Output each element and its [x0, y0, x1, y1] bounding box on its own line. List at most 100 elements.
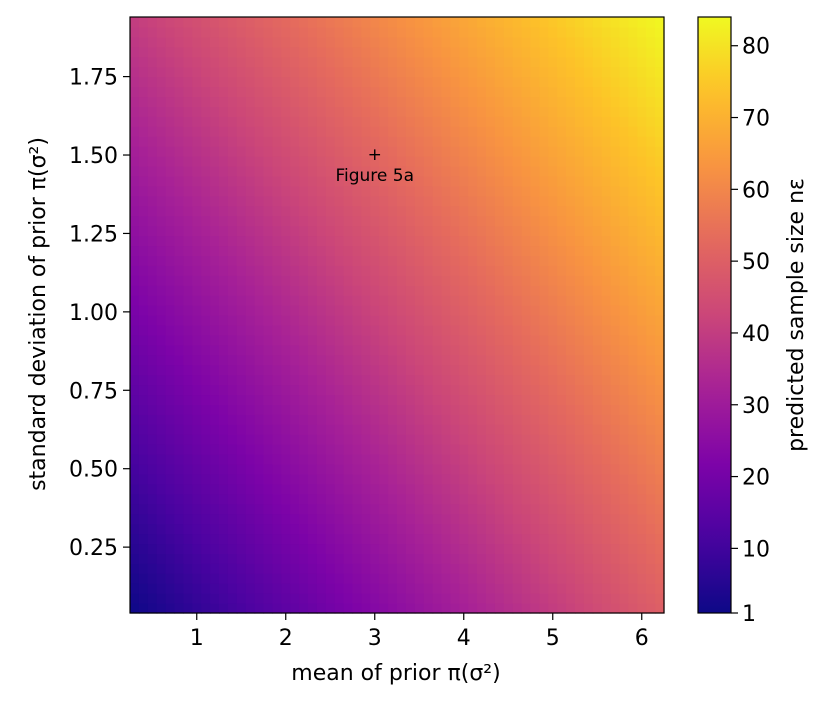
heatmap-cell — [361, 493, 371, 505]
heatmap-cell — [583, 493, 594, 505]
heatmap-cell — [334, 136, 345, 147]
heatmap-cell — [299, 364, 309, 376]
heatmap-cell — [655, 543, 665, 554]
heatmap-cell — [156, 563, 167, 574]
heatmap-cell — [557, 374, 567, 386]
heatmap-cell — [521, 17, 532, 28]
heatmap-cell — [601, 344, 612, 356]
heatmap-cell — [405, 523, 416, 535]
heatmap-cell — [512, 205, 523, 217]
heatmap-cell — [397, 126, 407, 137]
heatmap-cell — [219, 315, 229, 326]
heatmap-cell — [138, 334, 149, 346]
heatmap-cell — [512, 275, 523, 286]
heatmap-cell — [210, 563, 220, 574]
heatmap-cell — [201, 533, 211, 545]
heatmap-cell — [325, 573, 336, 584]
heatmap-cell — [468, 225, 478, 237]
heatmap-cell — [299, 464, 309, 475]
heatmap-cell — [521, 454, 532, 465]
heatmap-cell — [503, 275, 514, 286]
heatmap-cell — [530, 424, 540, 435]
heatmap-cell — [138, 503, 149, 515]
heatmap-cell — [521, 76, 532, 88]
heatmap-cell — [459, 56, 469, 68]
heatmap-cell — [486, 255, 496, 266]
heatmap-cell — [637, 255, 647, 266]
heatmap-cell — [361, 523, 371, 535]
heatmap-cell — [397, 66, 407, 78]
plot-frame — [129, 16, 665, 614]
heatmap-cell — [147, 543, 158, 554]
heatmap-cell — [548, 17, 558, 28]
heatmap-cell — [254, 76, 265, 88]
heatmap-cell — [575, 394, 585, 405]
heatmap-cell — [156, 583, 167, 594]
heatmap-cell — [361, 285, 371, 296]
heatmap-cell — [130, 205, 140, 217]
heatmap-cell — [601, 26, 612, 38]
heatmap-cell — [290, 454, 300, 465]
heatmap-cell — [379, 195, 389, 207]
heatmap-cell — [201, 384, 211, 396]
heatmap-cell — [201, 66, 211, 78]
heatmap-cell — [512, 523, 523, 535]
heatmap-cell — [281, 473, 291, 485]
heatmap-cell — [201, 285, 211, 296]
heatmap-cell — [450, 583, 460, 594]
heatmap-cell — [290, 106, 300, 117]
heatmap-cell — [183, 444, 193, 455]
heatmap-cell — [388, 275, 398, 286]
heatmap-cell — [575, 205, 585, 217]
heatmap-cell — [272, 235, 282, 247]
heatmap-cell — [557, 146, 567, 157]
heatmap-cell — [308, 464, 318, 475]
heatmap-cell — [637, 26, 647, 38]
heatmap-cell — [583, 136, 594, 147]
heatmap-cell — [655, 553, 665, 564]
heatmap-cell — [646, 255, 656, 266]
heatmap-cell — [592, 583, 603, 594]
heatmap-cell — [512, 543, 523, 554]
heatmap-cell — [459, 483, 469, 495]
heatmap-cell — [566, 364, 576, 376]
heatmap-cell — [646, 483, 656, 495]
heatmap-cell — [548, 553, 558, 564]
heatmap-cell — [486, 493, 496, 505]
heatmap-cell — [575, 136, 585, 147]
heatmap-cell — [272, 384, 282, 396]
heatmap-cell — [227, 17, 238, 28]
heatmap-cell — [503, 483, 514, 495]
heatmap-cell — [325, 255, 336, 266]
heatmap-cell — [192, 175, 202, 187]
heatmap-cell — [308, 26, 318, 38]
heatmap-cell — [414, 464, 425, 475]
heatmap-cell — [316, 573, 327, 584]
heatmap-cell — [174, 156, 184, 167]
heatmap-cell — [610, 56, 621, 68]
heatmap-cell — [512, 36, 523, 48]
heatmap-cell — [503, 126, 514, 137]
heatmap-cell — [227, 593, 238, 604]
heatmap-cell — [592, 374, 603, 386]
heatmap-cell — [530, 344, 540, 356]
heatmap-cell — [575, 583, 585, 594]
heatmap-cell — [370, 473, 380, 485]
heatmap-cell — [227, 523, 238, 535]
heatmap-cell — [174, 96, 184, 107]
heatmap-cell — [450, 126, 460, 137]
heatmap-cell — [539, 275, 549, 286]
heatmap-cell — [236, 593, 247, 604]
heatmap-cell — [423, 66, 434, 78]
heatmap-cell — [272, 255, 282, 266]
heatmap-cell — [619, 315, 629, 326]
heatmap-cell — [130, 56, 140, 68]
heatmap-cell — [592, 444, 603, 455]
heatmap-cell — [254, 414, 265, 425]
heatmap-cell — [370, 96, 380, 107]
heatmap-cell — [316, 493, 327, 505]
heatmap-cell — [352, 603, 362, 614]
heatmap-cell — [557, 404, 567, 415]
heatmap-cell — [592, 305, 603, 316]
